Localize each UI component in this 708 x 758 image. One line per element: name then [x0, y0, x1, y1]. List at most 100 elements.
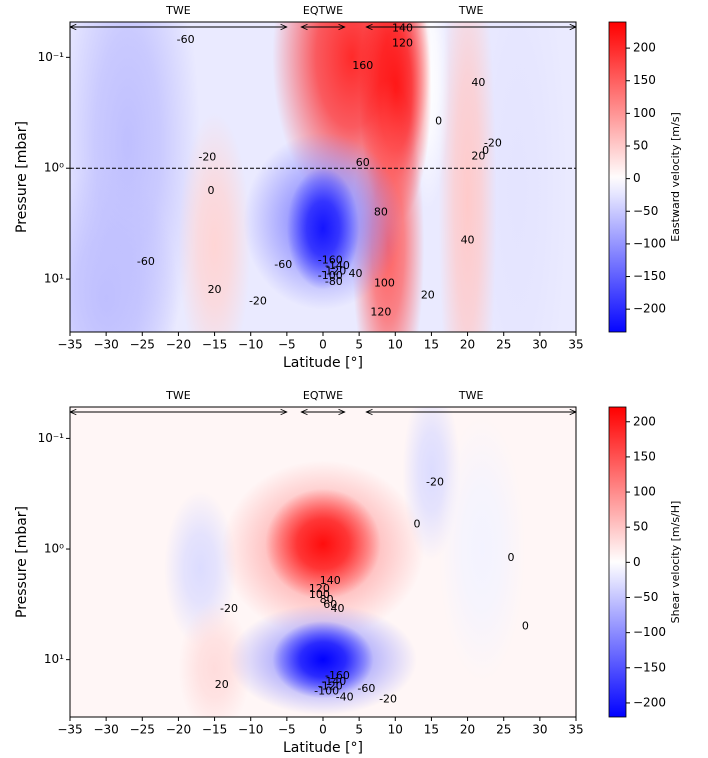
colorbar-tick-label: −100 — [633, 236, 666, 250]
field-feature — [265, 488, 381, 600]
colorbar-tick-label: 50 — [633, 520, 648, 534]
field-feature — [272, 620, 374, 699]
colorbar-tick-label: 50 — [633, 139, 648, 153]
colorbar — [608, 406, 627, 718]
contour-label: 140 — [392, 22, 413, 35]
colorbar-tick-label: −150 — [633, 660, 666, 674]
x-tick-label: 25 — [496, 338, 511, 352]
region-label: EQTWE — [303, 4, 343, 17]
region-label: TWE — [165, 4, 191, 17]
contour-label: -80 — [325, 275, 343, 288]
contour-label: 20 — [215, 678, 229, 691]
x-tick-label: −25 — [130, 338, 155, 352]
x-tick-label: −5 — [278, 723, 296, 737]
contour-label: 80 — [374, 205, 388, 218]
y-tick-label: 10⁰ — [44, 542, 64, 556]
contour-label: 120 — [309, 582, 330, 595]
y-tick-label: 10⁰ — [44, 161, 64, 175]
field-feature — [438, 416, 526, 682]
contour-label: -140 — [321, 675, 346, 688]
x-axis-label: Latitude [°] — [283, 355, 363, 371]
contour-label: -100 — [318, 269, 343, 282]
x-tick-label: −10 — [238, 338, 263, 352]
x-tick-label: 15 — [424, 338, 439, 352]
contour-label: -20 — [249, 295, 267, 308]
x-tick-label: −20 — [166, 338, 191, 352]
colorbar-label: Shear velocity [m/s/H] — [669, 501, 682, 624]
colorbar-tick-label: −50 — [633, 204, 658, 218]
x-tick-label: 20 — [460, 338, 475, 352]
contour-label: 20 — [208, 283, 222, 296]
x-tick-label: −15 — [202, 723, 227, 737]
contour-label: 40 — [330, 602, 344, 615]
colorbar-tick-label: −150 — [633, 269, 666, 283]
contour-label: -60 — [177, 33, 195, 46]
y-tick-label: 10⁻¹ — [38, 431, 65, 445]
contour-label: -20 — [198, 150, 216, 163]
colorbar-tick-label: 150 — [633, 73, 656, 87]
contour-label: 0 — [507, 551, 514, 564]
region-label: TWE — [458, 4, 484, 17]
x-tick-label: 0 — [319, 723, 327, 737]
x-tick-label: 25 — [496, 723, 511, 737]
contour-label: 40 — [471, 76, 485, 89]
field-feature — [178, 602, 251, 717]
contour-label: -140 — [325, 259, 350, 272]
region-label: TWE — [458, 389, 484, 402]
field-feature — [438, 22, 497, 332]
contour-label: 20 — [471, 149, 485, 162]
colorbar-tick-label: −200 — [633, 695, 666, 709]
x-tick-label: 20 — [460, 723, 475, 737]
y-axis-label: Pressure [mbar] — [14, 121, 30, 233]
contour-label: -160 — [318, 254, 343, 267]
colorbar-tick-label: 0 — [633, 171, 641, 185]
contour-label: -60 — [357, 682, 375, 695]
colorbar-label: Eastward velocity [m/s] — [669, 112, 682, 242]
contour-label: 140 — [320, 574, 341, 587]
x-tick-label: 10 — [388, 723, 403, 737]
x-tick-label: −10 — [238, 723, 263, 737]
contour-label: 160 — [352, 59, 373, 72]
region-label: EQTWE — [303, 389, 343, 402]
y-tick-label: 10¹ — [44, 652, 64, 666]
contour-label: -120 — [321, 264, 346, 277]
colorbar-tick-label: −200 — [633, 302, 666, 316]
contour-label: 0 — [522, 619, 529, 632]
contour-label: 0 — [435, 115, 442, 128]
y-tick-label: 10¹ — [44, 272, 64, 286]
contour-label: 40 — [349, 267, 363, 280]
contour-label: 0 — [413, 517, 420, 530]
x-tick-label: 15 — [424, 723, 439, 737]
x-tick-label: −35 — [57, 723, 82, 737]
region-label: TWE — [165, 389, 191, 402]
colorbar — [608, 21, 627, 333]
contour-label: -20 — [484, 137, 502, 150]
x-tick-label: −15 — [202, 338, 227, 352]
colorbar-tick-label: 150 — [633, 449, 656, 463]
heatmap — [70, 407, 576, 717]
x-tick-label: −30 — [93, 338, 118, 352]
contour-label: -20 — [426, 475, 444, 488]
colorbar-tick-label: 100 — [633, 106, 656, 120]
colorbar-tick-label: 200 — [633, 41, 656, 55]
x-tick-label: 5 — [355, 338, 363, 352]
x-axis-label: Latitude [°] — [283, 740, 363, 756]
y-axis-label: Pressure [mbar] — [14, 506, 30, 618]
x-tick-label: −20 — [166, 723, 191, 737]
field-feature — [286, 167, 360, 290]
colorbar-tick-label: −100 — [633, 625, 666, 639]
x-tick-label: 35 — [568, 723, 583, 737]
x-tick-label: 30 — [532, 723, 547, 737]
contour-label: 60 — [323, 598, 337, 611]
colorbar-tick-label: 100 — [633, 485, 656, 499]
x-tick-label: −35 — [57, 338, 82, 352]
x-tick-label: 10 — [388, 338, 403, 352]
x-tick-label: −30 — [93, 723, 118, 737]
contour-label: 80 — [320, 593, 334, 606]
contour-label: -20 — [220, 602, 238, 615]
x-tick-label: −5 — [278, 338, 296, 352]
contour-label: 0 — [207, 184, 214, 197]
contour-label: -60 — [137, 255, 155, 268]
colorbar-tick-label: 200 — [633, 414, 656, 428]
contour-label: -120 — [318, 680, 343, 693]
